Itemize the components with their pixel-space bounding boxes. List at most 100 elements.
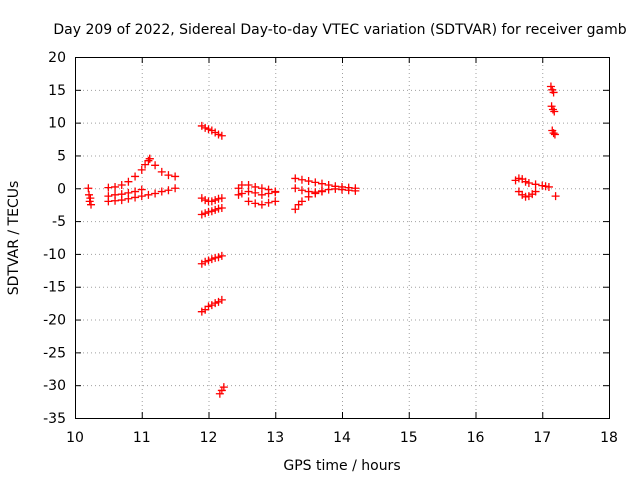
data-point xyxy=(291,184,300,193)
series-arc-13.3-lower xyxy=(291,184,360,214)
data-point xyxy=(104,192,113,201)
data-point xyxy=(157,187,166,196)
series-arc-10.2 xyxy=(84,184,96,209)
data-point xyxy=(211,128,220,137)
data-point xyxy=(111,182,120,191)
x-tick-label: 16 xyxy=(467,430,485,446)
data-point xyxy=(171,172,180,181)
y-tick-label: 20 xyxy=(48,50,66,66)
y-tick-label: -10 xyxy=(43,247,66,263)
data-point xyxy=(244,197,253,206)
data-point xyxy=(141,160,150,169)
data-point xyxy=(214,204,223,213)
data-point xyxy=(351,186,360,195)
data-point xyxy=(331,184,340,193)
data-point xyxy=(237,189,246,198)
data-point xyxy=(211,205,220,214)
data-point xyxy=(297,175,306,184)
data-point xyxy=(197,259,206,268)
data-marks xyxy=(84,82,560,398)
series-arc-11.9-neg18 xyxy=(197,295,226,316)
data-point xyxy=(338,185,346,194)
series-arc-16.6-lower xyxy=(514,187,540,201)
data-point xyxy=(124,188,133,197)
x-axis-ticks: 10 11 12 13 14 15 16 17 18 xyxy=(66,57,618,446)
data-point xyxy=(511,176,520,185)
data-point xyxy=(257,200,266,209)
x-tick-label: 10 xyxy=(66,430,84,446)
data-point xyxy=(144,156,153,165)
x-tick-label: 18 xyxy=(600,430,618,446)
y-tick-label: -25 xyxy=(43,345,66,361)
series-arc-10.5-rise xyxy=(104,154,154,192)
data-point xyxy=(304,177,313,186)
data-point xyxy=(217,194,226,203)
x-tick-label: 15 xyxy=(400,430,418,446)
data-point xyxy=(531,180,540,189)
data-point xyxy=(550,130,559,139)
data-point xyxy=(257,190,266,199)
series-arc-11.9-high xyxy=(197,121,226,140)
series-arc-11.9-neg11 xyxy=(197,251,226,268)
data-point xyxy=(549,88,558,97)
y-tick-label: -30 xyxy=(43,378,66,394)
data-point xyxy=(217,131,226,140)
data-point xyxy=(311,188,320,197)
data-point xyxy=(549,129,558,138)
data-point xyxy=(207,207,216,216)
series-arc-11.9-neg4 xyxy=(197,203,226,219)
series-arc-10.5-mid xyxy=(104,185,146,201)
data-point xyxy=(214,130,223,139)
data-point xyxy=(145,154,154,163)
data-point xyxy=(201,257,210,266)
data-point xyxy=(514,174,523,183)
data-point xyxy=(211,253,220,262)
series-arc-12.5-lower xyxy=(244,197,280,209)
data-point xyxy=(197,307,206,316)
data-point xyxy=(548,105,557,114)
data-point xyxy=(541,182,550,191)
data-point xyxy=(311,178,320,187)
data-point xyxy=(204,207,213,216)
data-point xyxy=(251,199,260,208)
data-point xyxy=(164,171,173,180)
data-point xyxy=(521,192,530,201)
y-tick-label: -20 xyxy=(43,313,66,329)
data-point xyxy=(544,182,553,191)
data-point xyxy=(524,179,533,188)
data-point xyxy=(531,187,540,196)
data-point xyxy=(271,197,280,206)
data-point xyxy=(551,192,560,201)
series-arc-12.2-neg30 xyxy=(215,383,228,398)
data-point xyxy=(201,196,210,205)
data-point xyxy=(264,189,273,198)
data-point xyxy=(214,297,223,306)
data-point xyxy=(207,126,216,135)
data-point xyxy=(317,179,326,188)
series-arc-13.3-mid xyxy=(291,184,326,197)
y-tick-label: 0 xyxy=(57,181,66,197)
data-point xyxy=(151,189,160,198)
x-tick-label: 14 xyxy=(333,430,351,446)
x-tick-label: 17 xyxy=(533,430,551,446)
data-point xyxy=(117,190,126,199)
data-point xyxy=(550,107,559,116)
y-tick-label: -15 xyxy=(43,280,66,296)
data-point xyxy=(304,187,313,196)
data-point xyxy=(217,295,226,304)
x-tick-label: 13 xyxy=(266,430,284,446)
data-point xyxy=(84,184,93,193)
data-point xyxy=(157,167,166,176)
data-point xyxy=(197,121,206,130)
y-axis-title: SDTVAR / TECUs xyxy=(6,181,22,296)
y-tick-label: 5 xyxy=(57,148,66,164)
series-arc-12.5-mid xyxy=(234,187,280,199)
data-point xyxy=(244,187,253,196)
data-point xyxy=(201,209,210,218)
data-point xyxy=(117,180,126,189)
data-point xyxy=(324,185,333,194)
data-point xyxy=(164,186,173,195)
data-point xyxy=(317,187,326,196)
data-point xyxy=(151,161,160,170)
